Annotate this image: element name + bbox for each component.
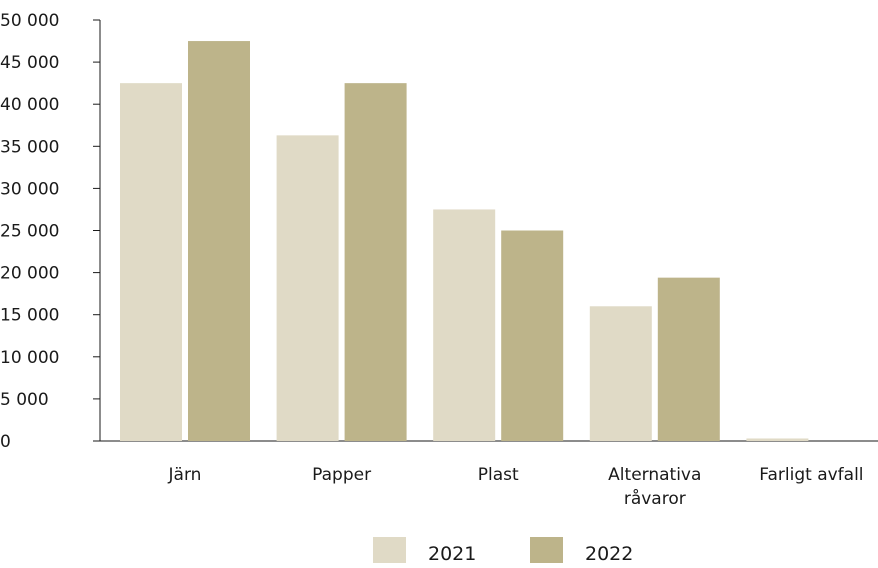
legend-swatch-2022 [530,537,563,563]
bar-2022-2 [344,83,407,442]
x-tick-label: Järn [168,465,202,485]
bar-2021-3 [433,209,496,441]
x-tick-label: Alternativa råvaror [608,465,701,509]
y-tick-label: 5 000 [0,390,49,410]
y-tick-label: 10 000 [0,348,59,368]
y-tick-label: 0 [0,432,11,452]
bar-2021-2 [276,135,339,441]
bar-2022-4 [657,277,720,441]
y-tick-label: 20 000 [0,264,59,284]
y-tick-label: 30 000 [0,179,59,199]
bars-layer [120,41,809,442]
bar-2021-4 [589,306,652,441]
legend: 2021 2022 [373,537,633,565]
labels-layer: 0 5 000 10 000 15 000 20 000 25 000 30 000 35 0… [0,11,864,509]
bar-2021-5 [746,438,809,441]
bar-2022-3 [501,230,564,441]
y-tick-label: 35 000 [0,137,59,157]
x-tick-label: Plast [478,465,519,485]
legend-swatch-2021 [373,537,406,563]
y-tick-label: 25 000 [0,222,59,242]
bar-2022-1 [188,41,250,442]
y-tick-label: 40 000 [0,95,59,115]
bar-2021-1 [120,83,182,442]
x-tick-label: Farligt avfall [759,465,863,485]
legend-label-2021: 2021 [428,543,476,563]
y-tick-label: 45 000 [0,53,59,73]
y-tick-label: 15 000 [0,306,59,326]
x-tick-label: Papper [312,465,371,485]
legend-label-2022: 2022 [585,543,633,563]
y-tick-label: 50 000 [0,11,59,31]
